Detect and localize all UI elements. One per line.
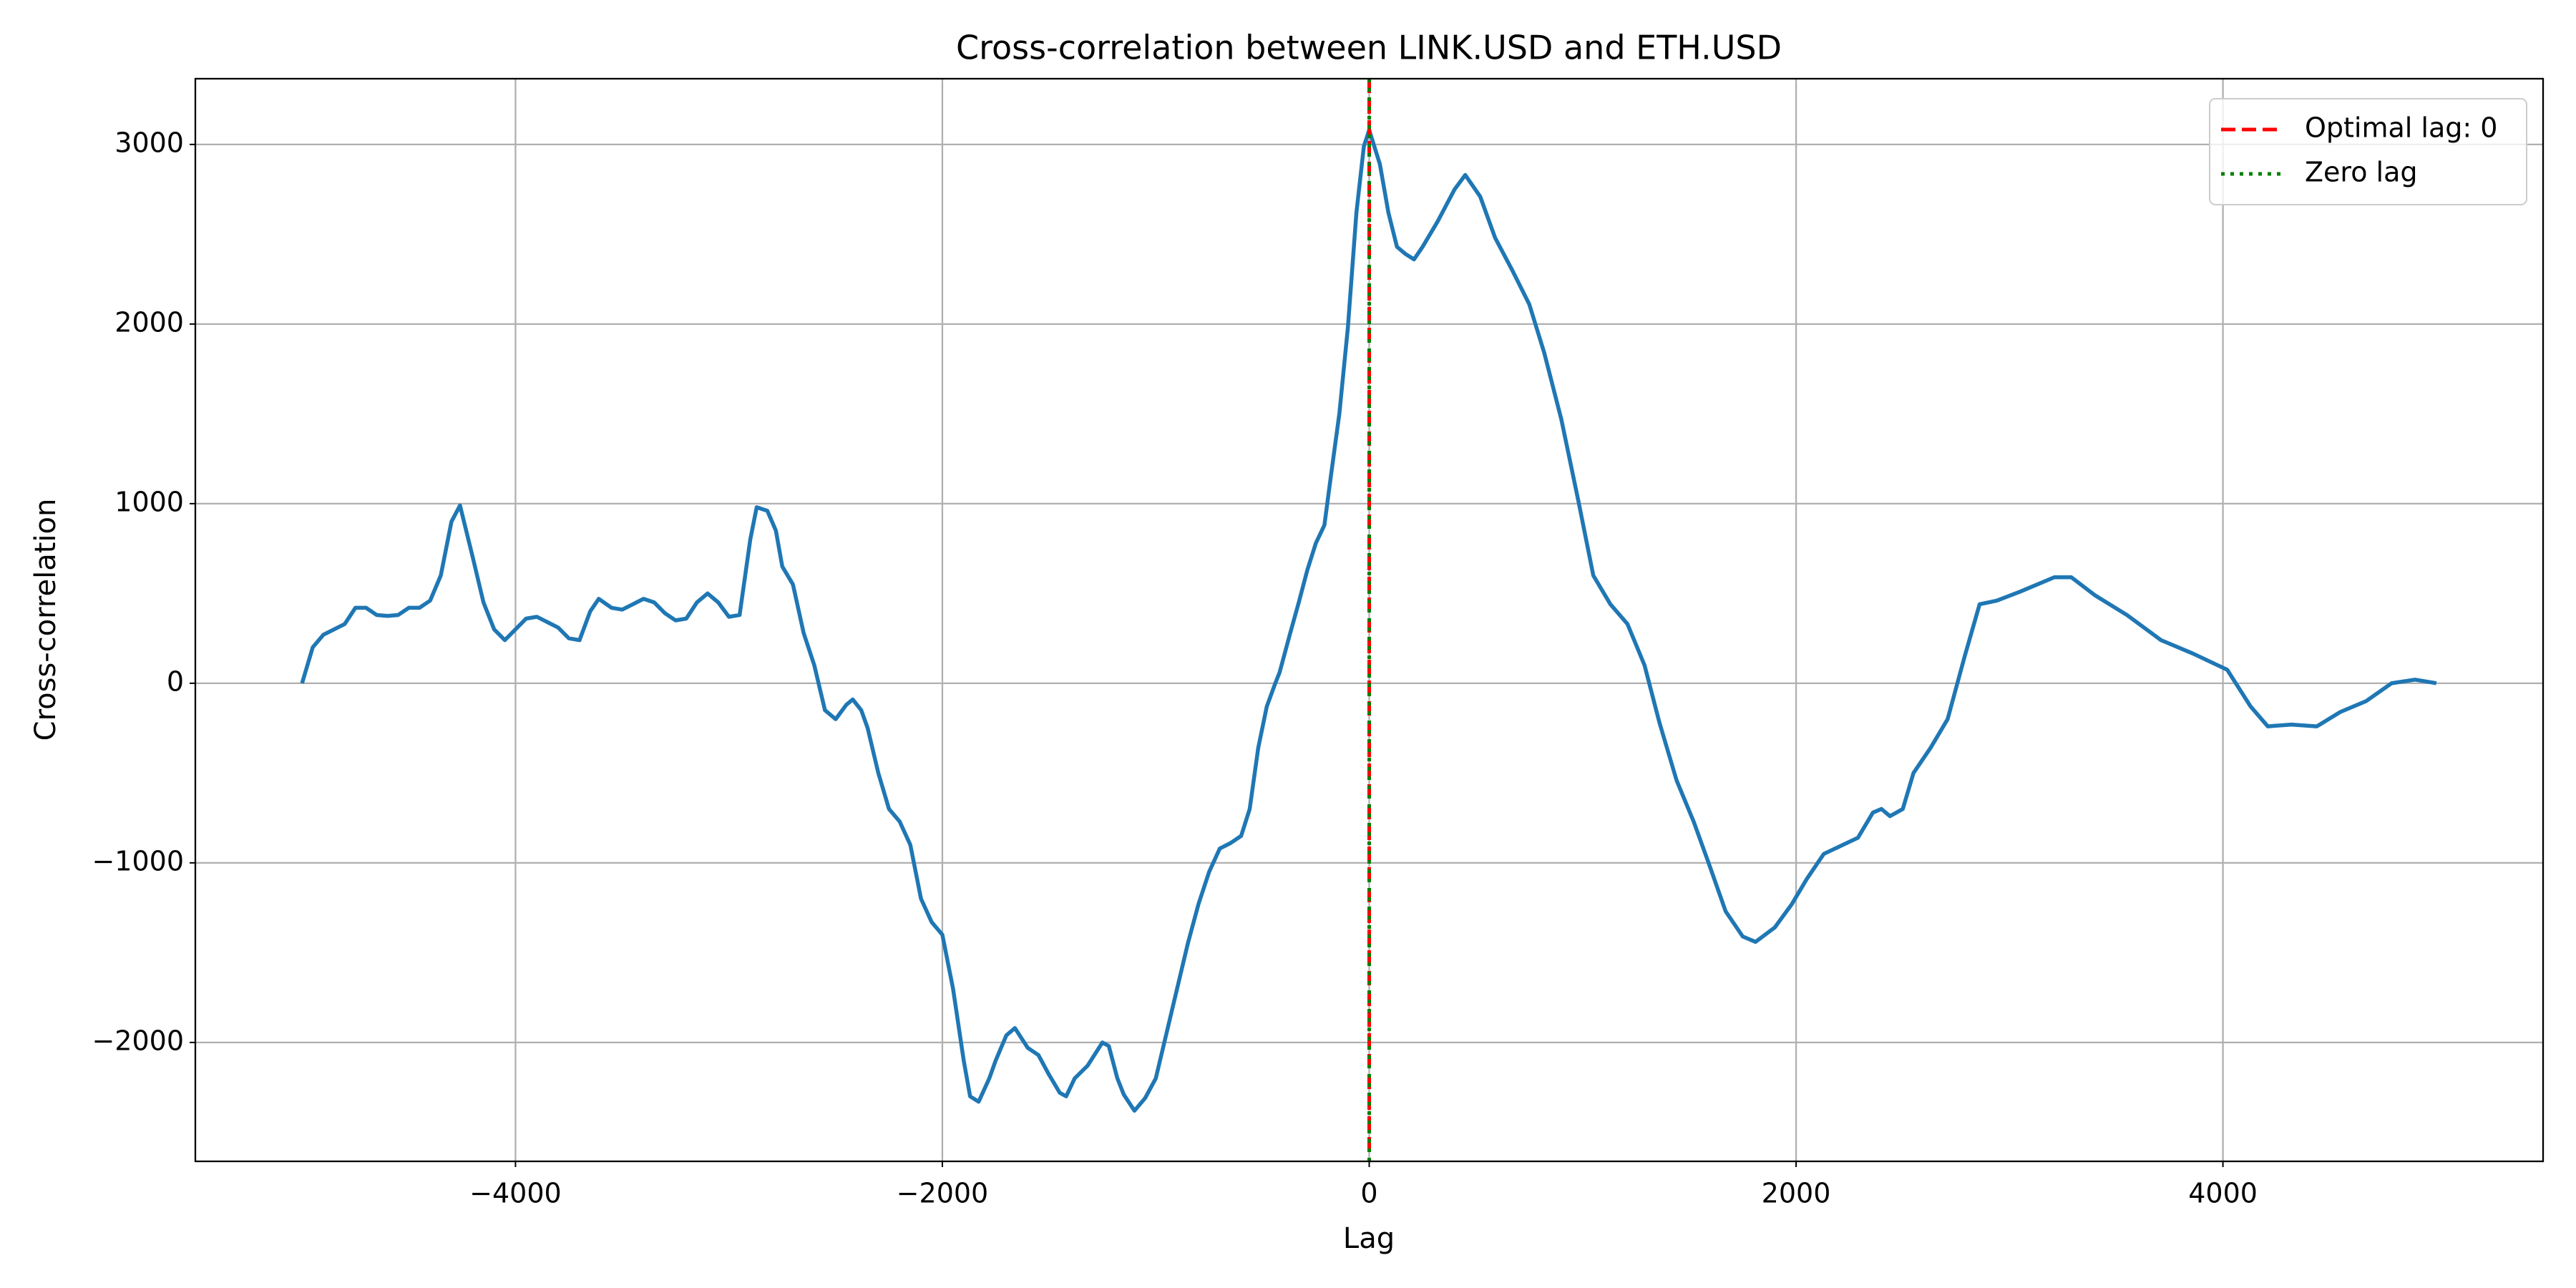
- data-line: [300, 128, 2437, 1113]
- x-axis-label: Lag: [1343, 1222, 1395, 1255]
- x-tick-label: −4000: [469, 1178, 562, 1209]
- x-tick-label: 2000: [1762, 1178, 1831, 1209]
- x-tick-label: 4000: [2188, 1178, 2258, 1209]
- y-tick-label: −1000: [92, 845, 184, 877]
- legend-box: [2209, 98, 2527, 205]
- legend-label: Zero lag: [2305, 157, 2418, 188]
- plot-frame: [194, 77, 2545, 1163]
- y-axis-label: Cross-correlation: [29, 499, 62, 741]
- y-tick-label: 3000: [114, 127, 184, 158]
- y-tick-label: 2000: [114, 306, 184, 338]
- legend: Optimal lag: 0 Zero lag: [2209, 98, 2527, 205]
- y-tick-label: −2000: [92, 1025, 184, 1056]
- legend-label: Optimal lag: 0: [2305, 112, 2497, 144]
- chart-title: Cross-correlation between LINK.USD and E…: [956, 29, 1782, 67]
- y-tick-label: 0: [167, 665, 184, 697]
- x-tick-label: 0: [1360, 1178, 1377, 1209]
- x-tick-label: −2000: [897, 1178, 989, 1209]
- y-tick-label: 1000: [114, 486, 184, 517]
